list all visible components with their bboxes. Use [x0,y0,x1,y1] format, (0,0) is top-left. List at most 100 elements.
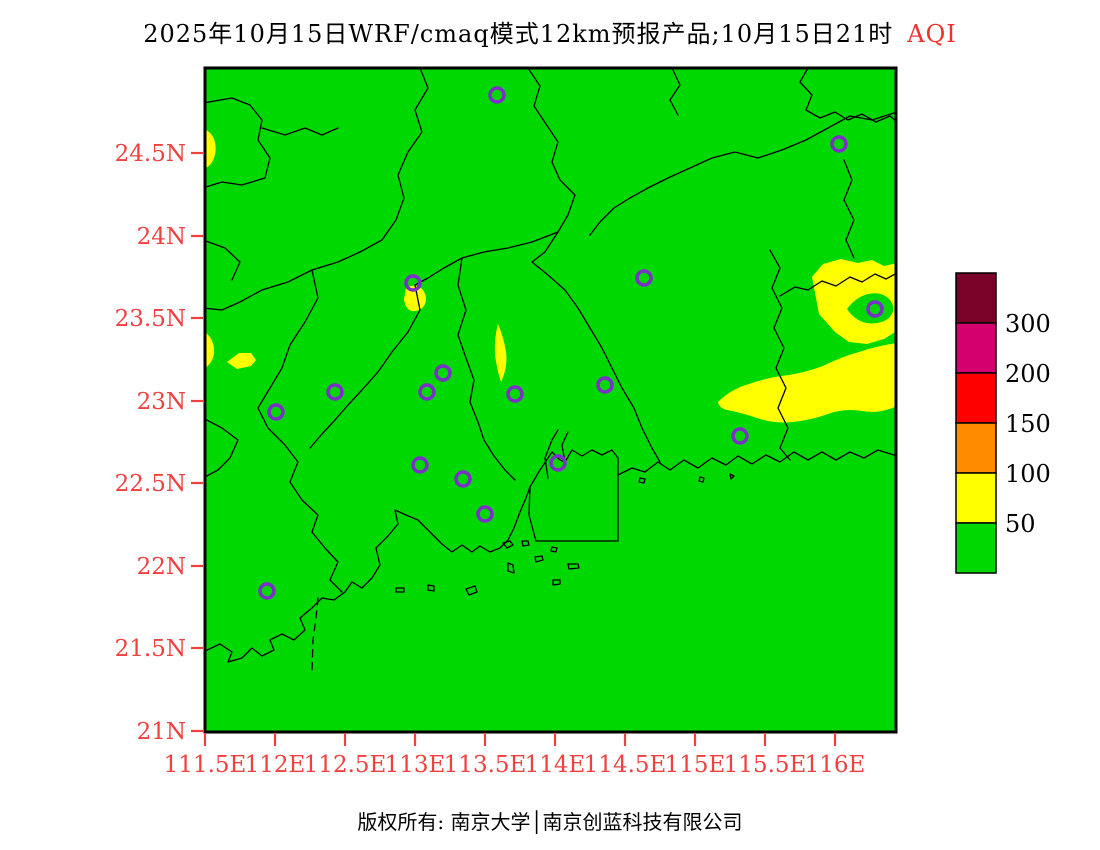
boundary-line [669,68,681,116]
city-marker [326,383,344,401]
lon-tick-label: 112.5E [304,752,387,778]
city-marker [258,582,276,600]
island [395,587,405,593]
lat-tick-label: 22.5N [115,471,186,497]
lon-tick-label: 115.5E [724,752,807,778]
legend-swatch-50-100 [955,472,997,524]
estuary-channel [544,429,559,479]
lon-tick-label: 111.5E [164,752,247,778]
city-marker [418,383,436,401]
boundary-line [205,68,429,311]
yellow-patch-center-sliver [494,324,507,382]
estuary-channel [561,431,569,463]
island [507,562,515,574]
legend-swatch-200-300 [955,322,997,374]
lat-tick-label: 21.5N [115,636,186,662]
lat-tick-label: 22N [137,554,186,580]
legend-value-label: 150 [1005,410,1051,438]
city-marker [866,300,884,318]
yellow-patch-west-blob [227,353,256,369]
coastline [617,449,896,476]
island [567,563,580,570]
copyright-text: 版权所有: 南京大学│南京创蓝科技有限公司 [357,810,743,834]
yellow-patch-east-band [718,343,896,423]
aqi-yellow-patches [205,129,896,423]
lat-axis: 24.5N 24N 23.5N 23N 22.5N 22N 21.5N 21N [115,141,204,745]
lon-tick-label: 113.5E [444,752,527,778]
city-marker [635,269,653,287]
city-marker [830,135,848,153]
boundary-line [257,269,343,593]
admin-boundaries [205,68,896,673]
green-hole-in-yellow [847,293,894,324]
hk-boundary-box [528,449,619,542]
lat-tick-label: 23N [137,389,186,415]
lon-tick-label: 116E [805,752,866,778]
city-marker [549,454,567,472]
map-frame [203,66,898,734]
lat-tick-label: 23.5N [115,306,186,332]
city-marker [267,403,285,421]
island [552,579,561,586]
boundary-line [527,68,661,463]
maritime-dashed-line [311,597,319,673]
boundary-line [589,111,896,236]
lon-tick-label: 114.5E [584,752,667,778]
island [521,540,530,547]
lon-axis: 111.5E 112E 112.5E 113E 113.5E 114E 114.… [164,733,866,778]
boundary-line [414,231,559,286]
lon-tick-label: 113E [385,752,446,778]
island [502,540,514,549]
legend-value-label: 200 [1005,360,1051,388]
yellow-patch-west-edge-north [205,129,216,169]
boundary-line [261,127,339,136]
page-title: 2025年10月15日WRF/cmaq模式12km预报产品;10月15日21时 A… [0,14,1100,49]
city-marker [404,274,422,292]
boundary-line [309,284,421,449]
boundary-line [769,249,791,461]
island [698,476,705,483]
island [534,555,544,563]
legend-swatch-150-200 [955,372,997,424]
island [465,585,478,596]
lon-tick-label: 114E [525,752,586,778]
legend-swatch-100-150 [955,422,997,474]
island [729,473,735,480]
lon-tick-label: 112E [245,752,306,778]
city-marker [454,470,472,488]
island [427,584,435,592]
lon-tick-label: 115E [665,752,726,778]
city-marker [411,456,429,474]
boundary-line [205,418,239,478]
yellow-patch-center-north [404,285,426,312]
boundary-line [799,68,896,123]
city-marker [596,376,614,394]
yellow-patch-west-edge-mid [205,332,215,369]
city-marker [476,505,494,523]
legend-value-label: 50 [1005,510,1036,538]
boundary-line [205,97,271,189]
legend-value-label: 300 [1005,310,1051,338]
coastline [205,486,531,663]
island [550,546,558,553]
city-marker [488,86,506,104]
lat-tick-label: 24.5N [115,141,186,167]
city-marker [506,385,524,403]
title-text: 2025年10月15日WRF/cmaq模式12km预报产品;10月15日21时 [143,20,894,48]
title-variable-aqi: AQI [907,20,957,48]
city-marker [731,427,749,445]
legend-swatch-under-50 [955,522,997,574]
boundary-line [779,272,896,297]
city-markers [258,86,884,600]
island [638,477,646,484]
boundary-line [205,240,241,281]
legend-swatch-300plus [955,272,997,324]
city-marker [434,364,452,382]
lat-tick-label: 24N [137,224,186,250]
boundary-line [457,257,516,481]
legend-value-label: 100 [1005,460,1051,488]
boundary-line [843,159,855,259]
aqi-legend: 300 200 150 100 50 [955,272,1051,574]
